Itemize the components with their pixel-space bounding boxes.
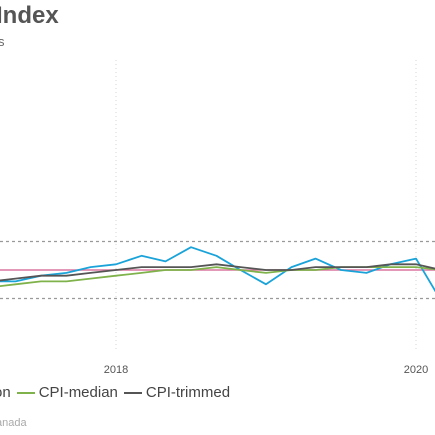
- legend-item-on: on: [0, 384, 11, 401]
- legend-swatch-cpi-trimmed: [123, 391, 142, 394]
- legend: on CPI-median CPI-trimmed: [0, 384, 236, 401]
- legend-label-cpi-trimmed: CPI-trimmed: [145, 384, 231, 401]
- series-line-cpi-median: [0, 266, 435, 288]
- grid-layer: [115, 60, 417, 352]
- source-note: anada: [0, 417, 27, 429]
- series-line-cpi-trimmed: [0, 263, 435, 282]
- series-line-on: [0, 246, 435, 293]
- reference-lines: [0, 240, 435, 300]
- chart-subtitle: s: [0, 34, 5, 49]
- legend-label-on: on: [0, 384, 11, 401]
- legend-swatch-cpi-median: [16, 391, 35, 394]
- legend-item-cpi-median: CPI-median: [16, 384, 118, 401]
- chart-title: Index: [0, 2, 59, 29]
- x-tick-label-2020: 2020: [404, 364, 428, 376]
- x-axis-ticks: 201820202022: [104, 364, 428, 376]
- x-tick-label-2018: 2018: [104, 364, 128, 376]
- series-layer: [0, 246, 435, 293]
- legend-label-cpi-median: CPI-median: [38, 384, 118, 401]
- legend-item-cpi-trimmed: CPI-trimmed: [123, 384, 231, 401]
